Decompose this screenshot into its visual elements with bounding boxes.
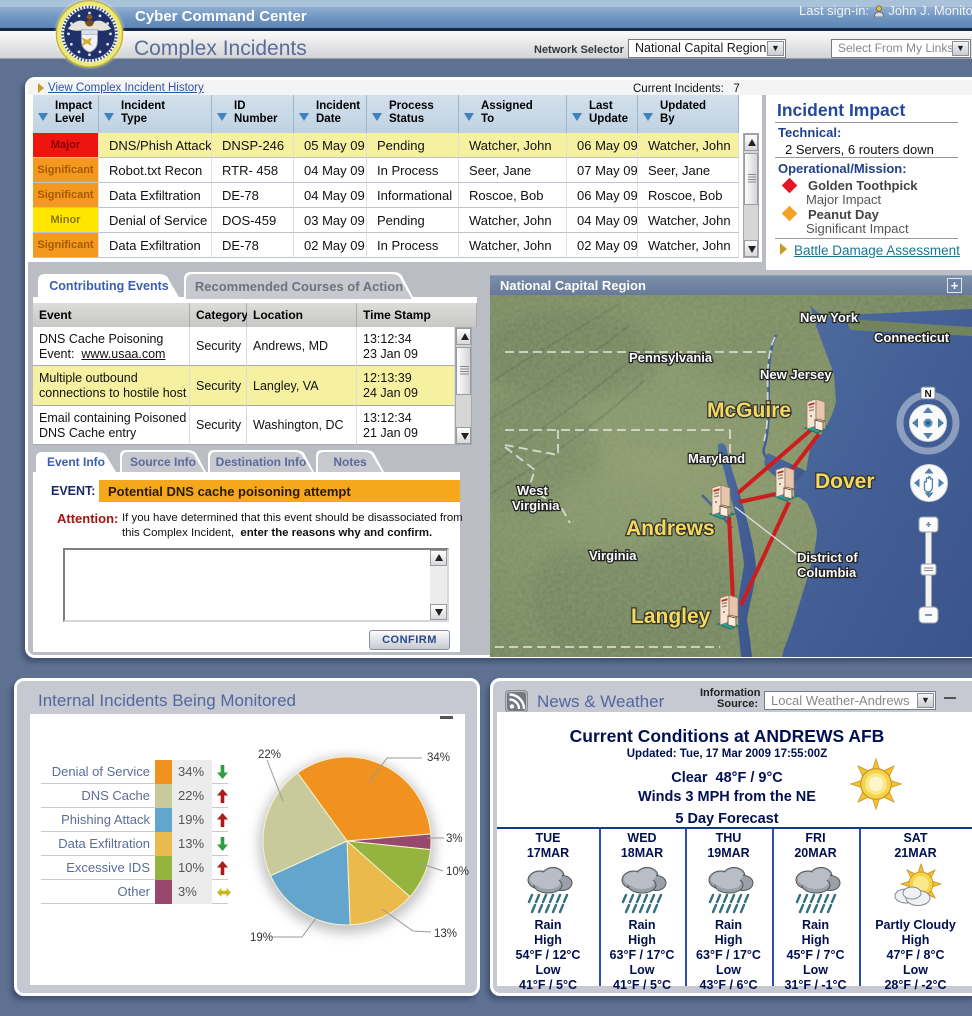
svg-text:N: N (925, 389, 932, 400)
svg-text:Virginia: Virginia (512, 498, 560, 513)
svg-text:Dover: Dover (815, 470, 875, 493)
svg-text:New Jersey: New Jersey (760, 367, 832, 382)
svg-text:McGuire: McGuire (707, 399, 791, 422)
svg-text:Virginia: Virginia (589, 548, 637, 563)
svg-text:West: West (517, 483, 548, 498)
svg-text:Maryland: Maryland (688, 451, 745, 466)
svg-text:Columbia: Columbia (797, 565, 857, 580)
svg-text:Connecticut: Connecticut (874, 330, 950, 345)
svg-text:District of: District of (797, 550, 858, 565)
svg-text:Andrews: Andrews (626, 517, 715, 540)
svg-text:New York: New York (800, 310, 859, 325)
svg-text:Pennsylvania: Pennsylvania (629, 350, 713, 365)
svg-text:Langley: Langley (631, 605, 711, 628)
